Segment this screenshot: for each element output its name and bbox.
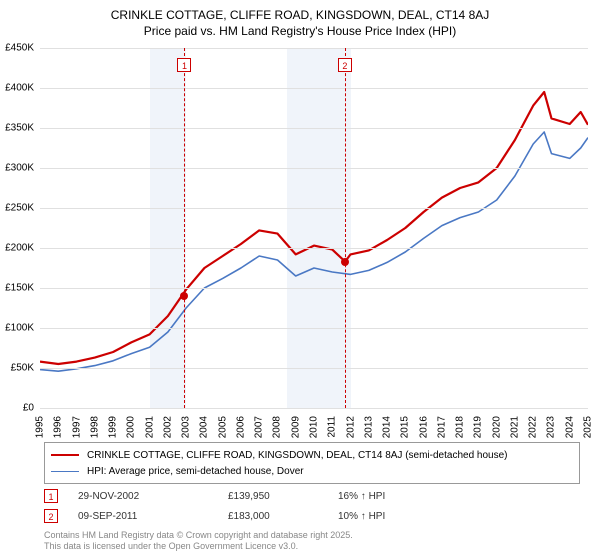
gridline [40, 128, 588, 129]
legend-row: CRINKLE COTTAGE, CLIFFE ROAD, KINGSDOWN,… [51, 447, 573, 463]
y-axis-label: £200K [0, 243, 34, 254]
chart-title: CRINKLE COTTAGE, CLIFFE ROAD, KINGSDOWN,… [0, 8, 600, 22]
x-axis-label: 1999 [108, 416, 119, 438]
x-axis-label: 2001 [144, 416, 155, 438]
x-axis-label: 2021 [509, 416, 520, 438]
x-axis-label: 2006 [235, 416, 246, 438]
x-axis-label: 2022 [528, 416, 539, 438]
y-axis-label: £450K [0, 43, 34, 54]
footer-line: This data is licensed under the Open Gov… [44, 541, 353, 552]
marker-badge-icon: 1 [177, 58, 191, 72]
x-axis-label: 2003 [181, 416, 192, 438]
sale-delta: 16% ↑ HPI [338, 491, 438, 502]
gridline [40, 368, 588, 369]
x-axis-label: 2002 [162, 416, 173, 438]
x-axis-label: 2000 [126, 416, 137, 438]
legend-swatch-icon [51, 471, 79, 472]
sale-row: 2 09-SEP-2011 £183,000 10% ↑ HPI [44, 506, 438, 526]
chart-title-block: CRINKLE COTTAGE, CLIFFE ROAD, KINGSDOWN,… [0, 0, 600, 38]
gridline [40, 408, 588, 409]
sale-date: 09-SEP-2011 [78, 511, 228, 522]
legend-row: HPI: Average price, semi-detached house,… [51, 463, 573, 479]
attribution-footer: Contains HM Land Registry data © Crown c… [44, 530, 353, 553]
gridline [40, 288, 588, 289]
chart-lines-svg [40, 48, 588, 408]
marker-badge-icon: 2 [338, 58, 352, 72]
x-axis-label: 2005 [217, 416, 228, 438]
x-axis-label: 1995 [35, 416, 46, 438]
marker-badge-icon: 2 [44, 509, 58, 523]
chart-plot-area: £0£50K£100K£150K£200K£250K£300K£350K£400… [40, 48, 588, 408]
marker-badge-icon: 1 [44, 489, 58, 503]
sale-date: 29-NOV-2002 [78, 491, 228, 502]
sale-price: £183,000 [228, 511, 338, 522]
y-axis-label: £400K [0, 83, 34, 94]
y-axis-label: £300K [0, 163, 34, 174]
x-axis-label: 2025 [583, 416, 594, 438]
marker-line [345, 48, 346, 408]
x-axis-label: 2024 [564, 416, 575, 438]
x-axis-label: 2004 [199, 416, 210, 438]
marker-line [184, 48, 185, 408]
gridline [40, 328, 588, 329]
x-axis-label: 2012 [345, 416, 356, 438]
x-axis-label: 2007 [254, 416, 265, 438]
y-axis-label: £0 [0, 403, 34, 414]
x-axis-label: 1998 [89, 416, 100, 438]
x-axis-label: 2013 [363, 416, 374, 438]
x-axis-label: 2018 [455, 416, 466, 438]
y-axis-label: £50K [0, 363, 34, 374]
x-axis-label: 2017 [436, 416, 447, 438]
gridline [40, 48, 588, 49]
marker-dot-icon [180, 292, 188, 300]
series-line [40, 92, 588, 364]
y-axis-label: £100K [0, 323, 34, 334]
x-axis-label: 2011 [327, 416, 338, 438]
x-axis-label: 2015 [400, 416, 411, 438]
legend-swatch-icon [51, 454, 79, 456]
legend-label: CRINKLE COTTAGE, CLIFFE ROAD, KINGSDOWN,… [87, 450, 507, 461]
x-axis-label: 2014 [382, 416, 393, 438]
sale-price: £139,950 [228, 491, 338, 502]
legend-label: HPI: Average price, semi-detached house,… [87, 466, 304, 477]
y-axis-label: £350K [0, 123, 34, 134]
x-axis-label: 2008 [272, 416, 283, 438]
sale-delta: 10% ↑ HPI [338, 511, 438, 522]
marker-dot-icon [341, 258, 349, 266]
y-axis-label: £250K [0, 203, 34, 214]
x-axis-label: 2009 [290, 416, 301, 438]
gridline [40, 248, 588, 249]
x-axis-label: 2019 [473, 416, 484, 438]
x-axis-label: 2016 [418, 416, 429, 438]
chart-legend: CRINKLE COTTAGE, CLIFFE ROAD, KINGSDOWN,… [44, 442, 580, 484]
x-axis-label: 2010 [309, 416, 320, 438]
sale-row: 1 29-NOV-2002 £139,950 16% ↑ HPI [44, 486, 438, 506]
x-axis-label: 2020 [491, 416, 502, 438]
x-axis-label: 2023 [546, 416, 557, 438]
gridline [40, 88, 588, 89]
chart-subtitle: Price paid vs. HM Land Registry's House … [0, 24, 600, 38]
footer-line: Contains HM Land Registry data © Crown c… [44, 530, 353, 541]
gridline [40, 208, 588, 209]
sale-records: 1 29-NOV-2002 £139,950 16% ↑ HPI 2 09-SE… [44, 486, 438, 526]
gridline [40, 168, 588, 169]
x-axis-label: 1996 [53, 416, 64, 438]
y-axis-label: £150K [0, 283, 34, 294]
x-axis-label: 1997 [71, 416, 82, 438]
